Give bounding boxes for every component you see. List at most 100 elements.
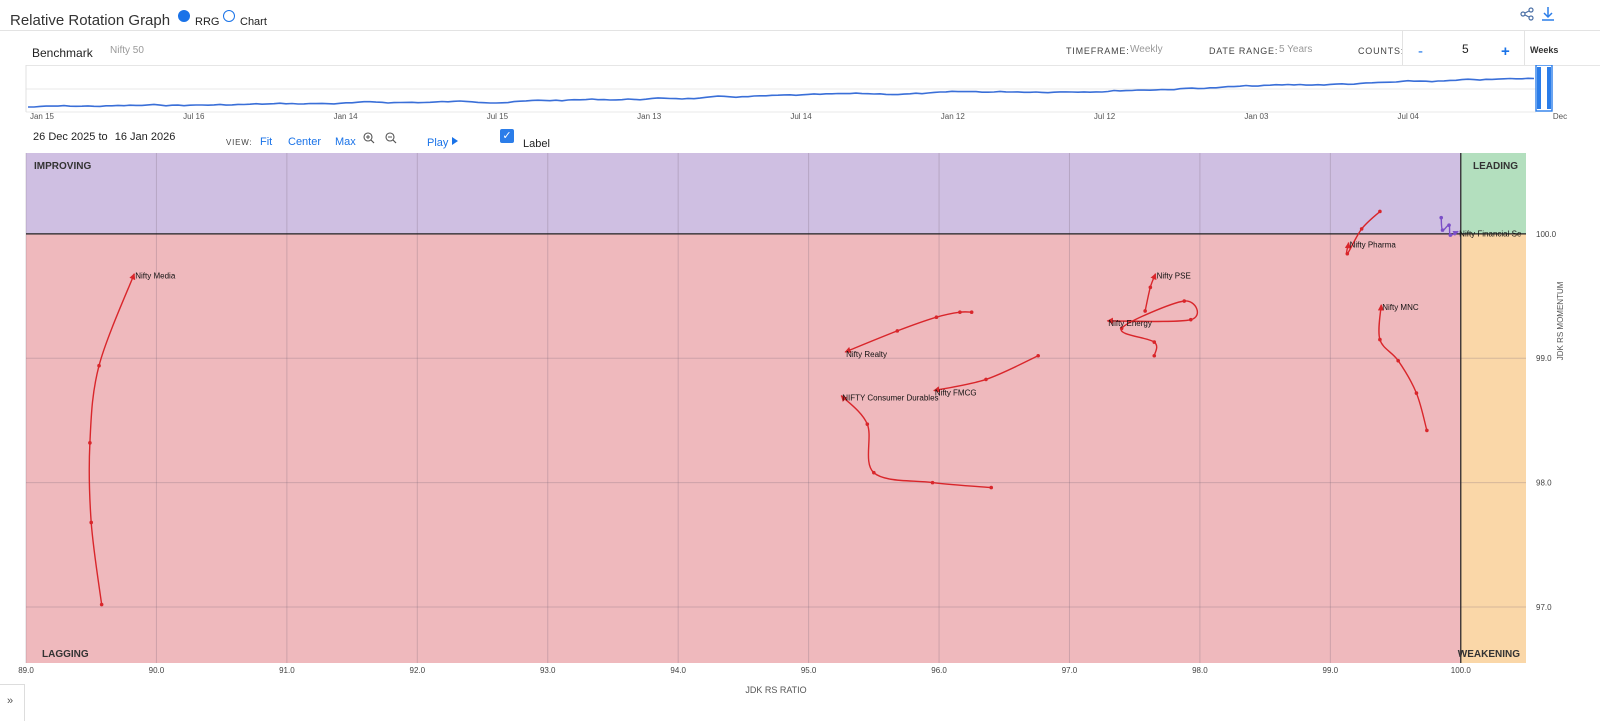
rrg-tail-point[interactable] — [1439, 215, 1444, 220]
rrg-radio[interactable] — [178, 10, 190, 22]
rrg-tail-point[interactable] — [1378, 209, 1382, 214]
rrg-tail-point[interactable] — [1378, 337, 1382, 342]
rrg-tail-path[interactable] — [1344, 210, 1381, 255]
rrg-tail-point[interactable] — [1396, 358, 1400, 363]
view-label: VIEW: — [226, 138, 253, 147]
rrg-tail-point[interactable] — [1345, 251, 1350, 256]
rrg-tail-point[interactable] — [1448, 233, 1453, 237]
timeframe-select[interactable]: Weekly — [1130, 44, 1163, 55]
rrg-tails[interactable]: Nifty Media Nifty Realty NIFTY Consumer Du… — [88, 209, 1522, 607]
rrg-tail-group[interactable]: Nifty Realty — [844, 310, 974, 359]
improving-label: IMPROVING — [34, 161, 91, 172]
lagging-quadrant — [26, 233, 1461, 663]
zoom-in-icon[interactable] — [363, 131, 375, 149]
rrg-chart[interactable]: IMPROVING LEADING LAGGING WEAKENING 89.0… — [0, 150, 1600, 705]
x-tick-label: 90.0 — [149, 666, 165, 675]
rrg-tail-point[interactable] — [1440, 228, 1445, 232]
rrg-tail-point[interactable] — [1036, 353, 1040, 358]
timeline-overview[interactable]: Jan 15 Jul 16 Jan 14 Jul 15 Jan 13 Jul 14 Jan … — [0, 65, 1600, 123]
rrg-tail-point[interactable] — [865, 422, 870, 426]
controls-bar: Benchmark Nifty 50 TIMEFRAME: Weekly DAT… — [26, 31, 1600, 66]
rrg-tail-group[interactable]: Nifty Pharma — [1344, 209, 1397, 256]
rrg-tail-group[interactable]: Nifty FMCG — [933, 353, 1040, 398]
divider — [1524, 31, 1525, 65]
rrg-radio-label[interactable]: RRG — [195, 16, 220, 28]
rrg-tail-label[interactable]: Nifty PSE — [1157, 272, 1191, 281]
rrg-tail-point[interactable] — [1414, 391, 1419, 395]
y-tick-label: 99.0 — [1536, 354, 1552, 363]
rrg-tail-point[interactable] — [934, 315, 939, 319]
leading-quadrant — [1460, 153, 1526, 234]
rrg-tail-group[interactable]: Nifty Media — [88, 272, 176, 607]
rrg-tail-point[interactable] — [930, 480, 935, 485]
date-range-select[interactable]: 5 Years — [1279, 44, 1313, 55]
fit-button[interactable]: Fit — [260, 136, 273, 148]
counts-increment-button[interactable]: + — [1501, 43, 1510, 60]
share-icon[interactable] — [1520, 7, 1534, 24]
rrg-tail-point[interactable] — [969, 310, 974, 315]
rrg-tail-group[interactable]: Nifty Energy — [1106, 299, 1199, 358]
counts-label: COUNTS: — [1358, 46, 1405, 56]
rrg-tail-label[interactable]: Nifty Energy — [1108, 319, 1152, 328]
rrg-tail-point[interactable] — [984, 377, 988, 382]
benchmark-select[interactable]: Nifty 50 — [110, 45, 144, 56]
from-year: 2025 — [70, 131, 96, 143]
weakening-quadrant — [1460, 233, 1526, 663]
rrg-tail-point[interactable] — [1447, 223, 1451, 227]
label-checkbox[interactable]: ✓ — [500, 129, 514, 143]
rrg-tail-label[interactable]: Nifty Financial Se — [1459, 229, 1522, 238]
rrg-tail-label[interactable]: Nifty Pharma — [1350, 241, 1397, 250]
rrg-tail-point[interactable] — [1425, 428, 1429, 433]
timeline-range-handle-right[interactable] — [1547, 67, 1551, 109]
expand-icon[interactable]: » — [7, 695, 14, 707]
lagging-label: LAGGING — [42, 649, 89, 660]
counts-decrement-button[interactable]: - — [1418, 43, 1423, 60]
rrg-tail-label[interactable]: Nifty Media — [135, 272, 176, 281]
rrg-tail-point[interactable] — [1152, 340, 1157, 344]
rrg-tail-point[interactable] — [89, 520, 94, 525]
download-icon[interactable] — [1541, 6, 1555, 25]
rrg-tail-point[interactable] — [895, 329, 900, 333]
timeline-tick-label: Jul 14 — [790, 112, 812, 121]
play-button[interactable]: Play — [427, 137, 449, 149]
max-button[interactable]: Max — [335, 136, 356, 148]
rrg-tail-point[interactable] — [1152, 353, 1157, 358]
rrg-tail-point[interactable] — [1119, 326, 1124, 331]
rrg-tail-label[interactable]: Nifty FMCG — [935, 389, 977, 398]
timeframe-label: TIMEFRAME: — [1066, 46, 1130, 56]
rrg-tail-point[interactable] — [97, 363, 101, 368]
sidebar-toggle[interactable]: » — [0, 684, 25, 721]
rrg-tail-group[interactable]: Nifty PSE — [1143, 272, 1191, 313]
date-range-display: 26 Dec 2025 to 16 Jan 2026 — [33, 131, 175, 143]
timeline-tick-label: Jul 15 — [487, 112, 509, 121]
rrg-tail-point[interactable] — [989, 485, 994, 490]
play-icon[interactable] — [452, 132, 458, 150]
timeline-tick-label: Jan 03 — [1244, 112, 1269, 121]
rrg-tail-point[interactable] — [1182, 299, 1187, 303]
rrg-tail-point[interactable] — [1148, 285, 1153, 290]
rrg-tail-label[interactable]: NIFTY Consumer Durables — [842, 394, 938, 403]
center-button[interactable]: Center — [288, 136, 322, 148]
rrg-tail-point[interactable] — [99, 602, 104, 607]
rrg-tail-label[interactable]: Nifty Realty — [846, 350, 887, 359]
rrg-tail-point[interactable] — [88, 441, 92, 445]
rrg-tail-group[interactable]: Nifty MNC — [1377, 303, 1429, 433]
x-tick-label: 94.0 — [670, 666, 686, 675]
rrg-tail-label[interactable]: Nifty MNC — [1382, 303, 1419, 312]
counts-unit: Weeks — [1530, 45, 1559, 55]
timeline-range-handle-left[interactable] — [1537, 67, 1541, 109]
rrg-tail-point[interactable] — [958, 310, 962, 315]
timeline-tick-label: Dec — [1553, 112, 1567, 121]
timeline-tick-label: Jan 13 — [637, 112, 662, 121]
rrg-tail-point[interactable] — [1188, 317, 1193, 322]
chart-radio-label[interactable]: Chart — [240, 16, 267, 28]
chart-radio[interactable] — [223, 10, 235, 22]
rrg-tail-point[interactable] — [1143, 309, 1147, 313]
rrg-tail-group[interactable]: NIFTY Consumer Durables — [840, 394, 994, 490]
rrg-tail-point[interactable] — [872, 470, 876, 475]
zoom-out-icon[interactable] — [385, 131, 397, 149]
to-day: 16 — [114, 131, 127, 143]
rrg-tail-group[interactable]: Nifty Financial Se — [1439, 215, 1522, 238]
rrg-tail-point[interactable] — [1359, 227, 1364, 231]
counts-value[interactable]: 5 — [1462, 42, 1469, 56]
